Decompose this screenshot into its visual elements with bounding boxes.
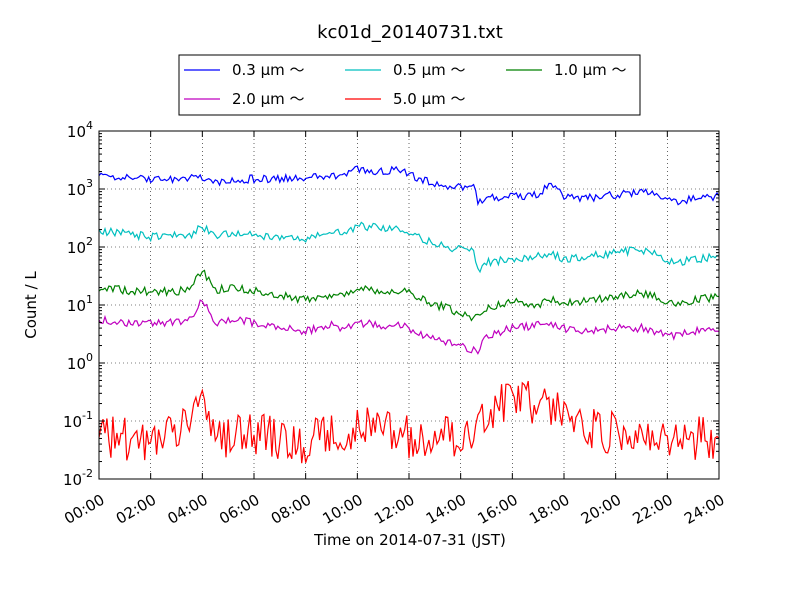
y-tick-label: 103	[67, 177, 93, 199]
y-tick-label-exponent: -1	[82, 409, 93, 422]
series-line-2	[98, 221, 720, 274]
series-line-3	[98, 269, 720, 322]
y-tick-label: 100	[67, 351, 93, 373]
y-tick-label-base: 10	[67, 123, 86, 141]
chart-title: kc01d_20140731.txt	[317, 22, 503, 43]
series-line-1	[98, 165, 720, 207]
y-tick-label: 101	[67, 293, 93, 315]
legend-label-5: 5.0 μm ～	[393, 90, 466, 108]
y-tick-label: 10-1	[63, 409, 93, 431]
plot-area	[98, 130, 720, 480]
series-layer	[98, 165, 720, 464]
x-axis-label: Time on 2014-07-31 (JST)	[313, 531, 506, 549]
y-tick-label-exponent: 0	[86, 351, 93, 364]
y-tick-label-exponent: -2	[82, 467, 93, 480]
series-line-5	[98, 380, 720, 464]
legend: 0.3 μm ～ 0.5 μm ～ 1.0 μm ～ 2.0 μm ～ 5.0 μm ～	[178, 54, 641, 116]
legend-label-2: 0.5 μm ～	[393, 61, 466, 79]
legend-label-3: 1.0 μm ～	[554, 61, 627, 79]
y-tick-label: 104	[67, 119, 93, 141]
ticks	[98, 130, 720, 480]
y-tick-label-base: 10	[67, 181, 86, 199]
y-tick-label-exponent: 1	[86, 293, 93, 306]
y-tick-label-base: 10	[67, 297, 86, 315]
legend-frame	[178, 54, 641, 116]
y-tick-label-exponent: 4	[86, 119, 93, 132]
y-tick-label-base: 10	[63, 413, 82, 431]
y-tick-label-exponent: 3	[86, 177, 93, 190]
series-line-4	[98, 299, 720, 355]
y-tick-label-base: 10	[67, 355, 86, 373]
y-tick-label-base: 10	[63, 471, 82, 489]
legend-label-1: 0.3 μm ～	[232, 61, 305, 79]
y-tick-label-exponent: 2	[86, 235, 93, 248]
y-axis-label: Count / L	[22, 271, 40, 339]
y-tick-label: 10-2	[63, 467, 93, 489]
y-tick-label: 102	[67, 235, 93, 257]
legend-label-4: 2.0 μm ～	[232, 90, 305, 108]
y-tick-label-base: 10	[67, 239, 86, 257]
